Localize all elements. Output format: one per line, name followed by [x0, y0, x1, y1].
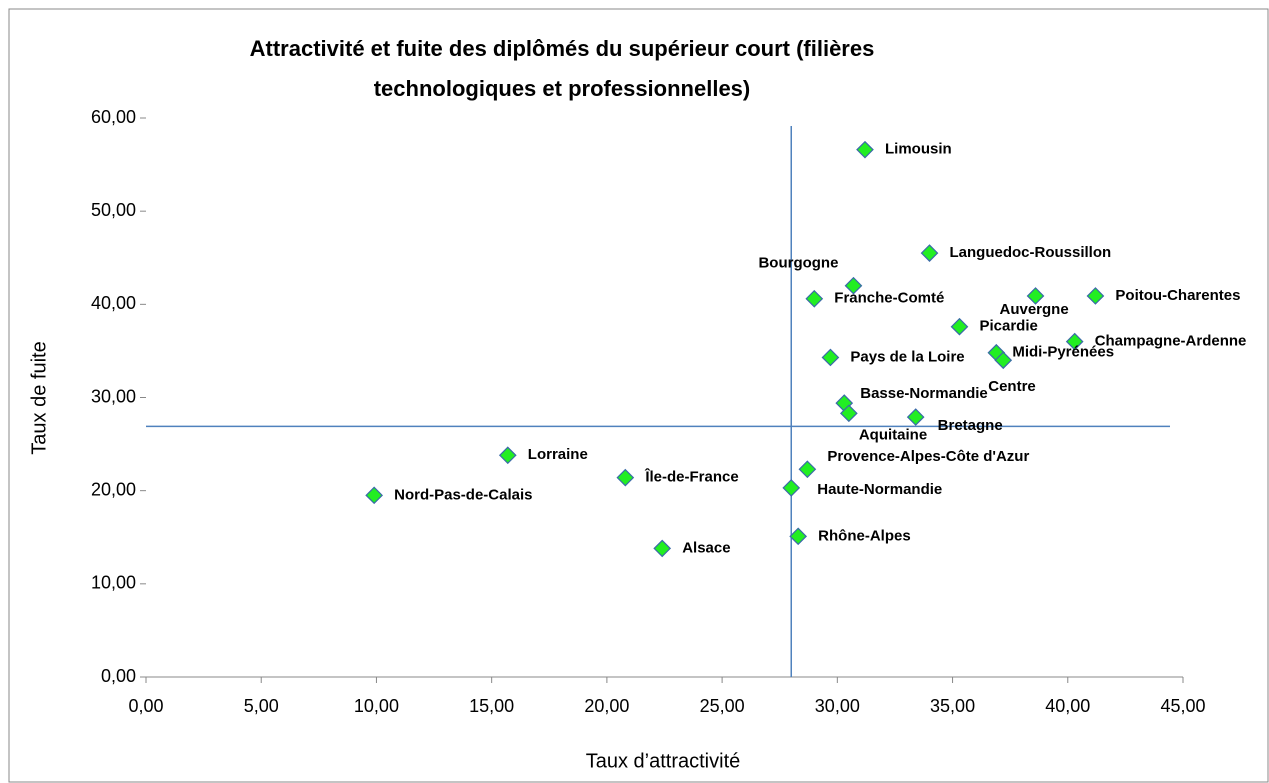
point — [950, 317, 969, 336]
point — [840, 404, 858, 423]
point — [994, 351, 1013, 370]
point — [782, 479, 801, 497]
point — [906, 408, 925, 426]
point-label: Alsace — [682, 539, 730, 556]
point-label: Franche-Comté — [834, 290, 944, 307]
point-label: Limousin — [885, 141, 952, 158]
point-label: Languedoc-Roussillon — [950, 244, 1112, 261]
y-tick-label: 60,00 — [91, 107, 136, 127]
x-tick-label: 35,00 — [930, 696, 975, 716]
point — [856, 140, 874, 159]
y-tick-label: 30,00 — [91, 386, 136, 406]
y-tick-label: 20,00 — [91, 479, 136, 499]
point-label: Basse-Normandie — [860, 385, 988, 402]
point — [789, 527, 808, 546]
x-tick-label: 5,00 — [244, 696, 279, 716]
point-label: Picardie — [979, 318, 1037, 335]
y-axis-label: Taux de fuite — [28, 341, 50, 454]
y-tick-label: 50,00 — [91, 200, 136, 220]
y-tick-label: 10,00 — [91, 573, 136, 593]
point-label: Midi-Pyrénées — [1012, 344, 1114, 361]
point-label: Île-de-France — [644, 468, 738, 486]
point — [653, 539, 672, 558]
point — [1086, 287, 1105, 305]
x-axis-label: Taux d’attractivité — [586, 750, 741, 772]
point — [920, 244, 939, 262]
point-label: Nord-Pas-de-Calais — [394, 486, 532, 503]
point — [844, 276, 863, 295]
point — [498, 446, 517, 465]
point-label: Auvergne — [1000, 301, 1069, 318]
point-label: Pays de la Loire — [850, 348, 964, 365]
chart-title: Attractivité et fuite des diplômés du su… — [250, 36, 875, 61]
x-tick-label: 20,00 — [584, 696, 629, 716]
point-label: Rhône-Alpes — [818, 527, 911, 544]
point-label: Poitou-Charentes — [1115, 287, 1240, 304]
x-tick-label: 40,00 — [1045, 696, 1090, 716]
chart-title: technologiques et professionnelles) — [374, 76, 751, 101]
x-tick-label: 30,00 — [815, 696, 860, 716]
x-tick-label: 15,00 — [469, 696, 514, 716]
x-tick-label: 10,00 — [354, 696, 399, 716]
x-tick-label: 0,00 — [128, 696, 163, 716]
point — [798, 460, 817, 479]
point — [1026, 287, 1045, 305]
chart-frame — [8, 8, 1269, 783]
point-label: Bourgogne — [758, 255, 838, 272]
point-label: Haute-Normandie — [817, 481, 942, 498]
point-label: Centre — [988, 378, 1036, 395]
x-tick-label: 25,00 — [700, 696, 745, 716]
point-label: Champagne-Ardenne — [1095, 333, 1247, 350]
point-label: Aquitaine — [859, 426, 927, 443]
point — [805, 289, 824, 308]
point — [616, 468, 635, 487]
point — [821, 348, 840, 367]
point — [1065, 332, 1084, 351]
point-label: Lorraine — [528, 446, 588, 463]
y-tick-label: 0,00 — [101, 666, 136, 686]
point — [365, 486, 383, 505]
point-label: Provence-Alpes-Côte d'Azur — [827, 448, 1029, 465]
x-tick-label: 45,00 — [1160, 696, 1205, 716]
point-label: Bretagne — [938, 417, 1003, 434]
y-tick-label: 40,00 — [91, 293, 136, 313]
